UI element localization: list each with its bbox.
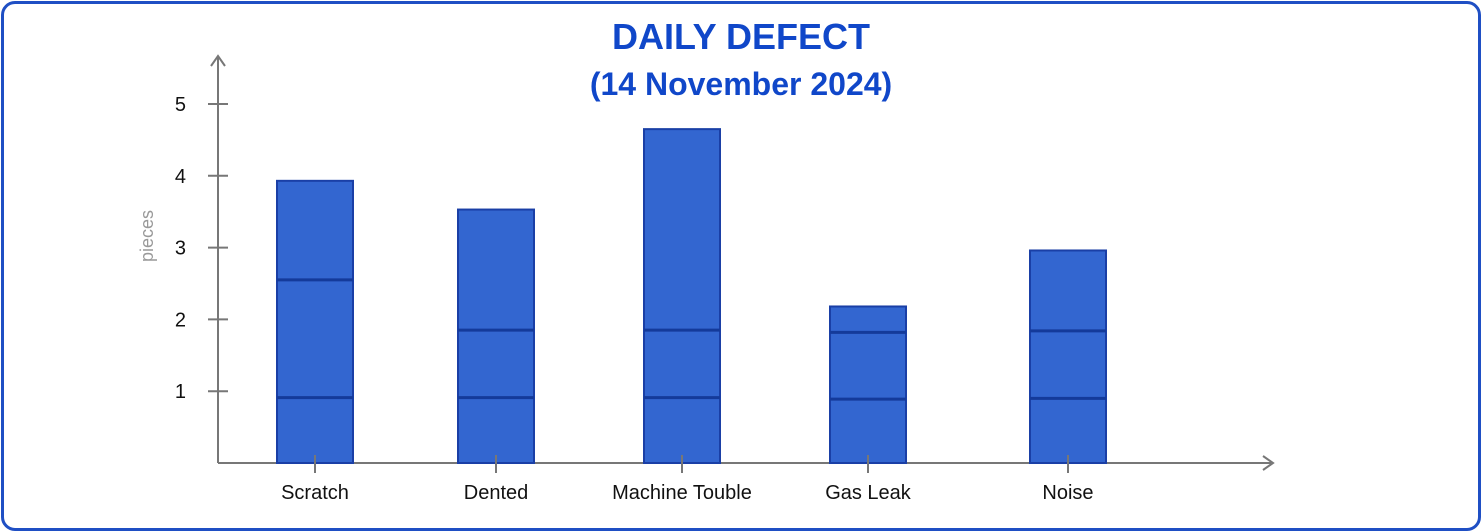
bar [829,305,907,465]
x-tick-label: Dented [464,482,529,504]
x-tick-label: Scratch [281,482,349,504]
y-tick-label: 5 [175,94,186,116]
x-tick-labels: Scratch Dented Machine Touble Gas Leak Noise [281,455,1094,504]
x-tick-label: Machine Touble [612,482,752,504]
y-axis-arrow [210,54,226,67]
bars [276,128,1107,465]
bar [457,208,535,464]
y-tick-label: 1 [175,381,186,403]
bar [643,128,721,464]
y-axis-label: pieces [137,210,157,262]
chart-title: DAILY DEFECT [611,16,871,57]
y-ticks: 1 2 3 4 5 [175,94,228,403]
y-tick-label: 3 [175,238,186,260]
bar [276,179,354,465]
x-tick-label: Noise [1042,482,1093,504]
y-tick-label: 2 [175,309,186,331]
x-tick-label: Gas Leak [825,482,912,504]
bar [1029,249,1107,464]
x-axis-arrow [1262,455,1275,471]
y-tick-label: 4 [175,166,186,188]
chart-subtitle: (14 November 2024) [589,66,893,102]
